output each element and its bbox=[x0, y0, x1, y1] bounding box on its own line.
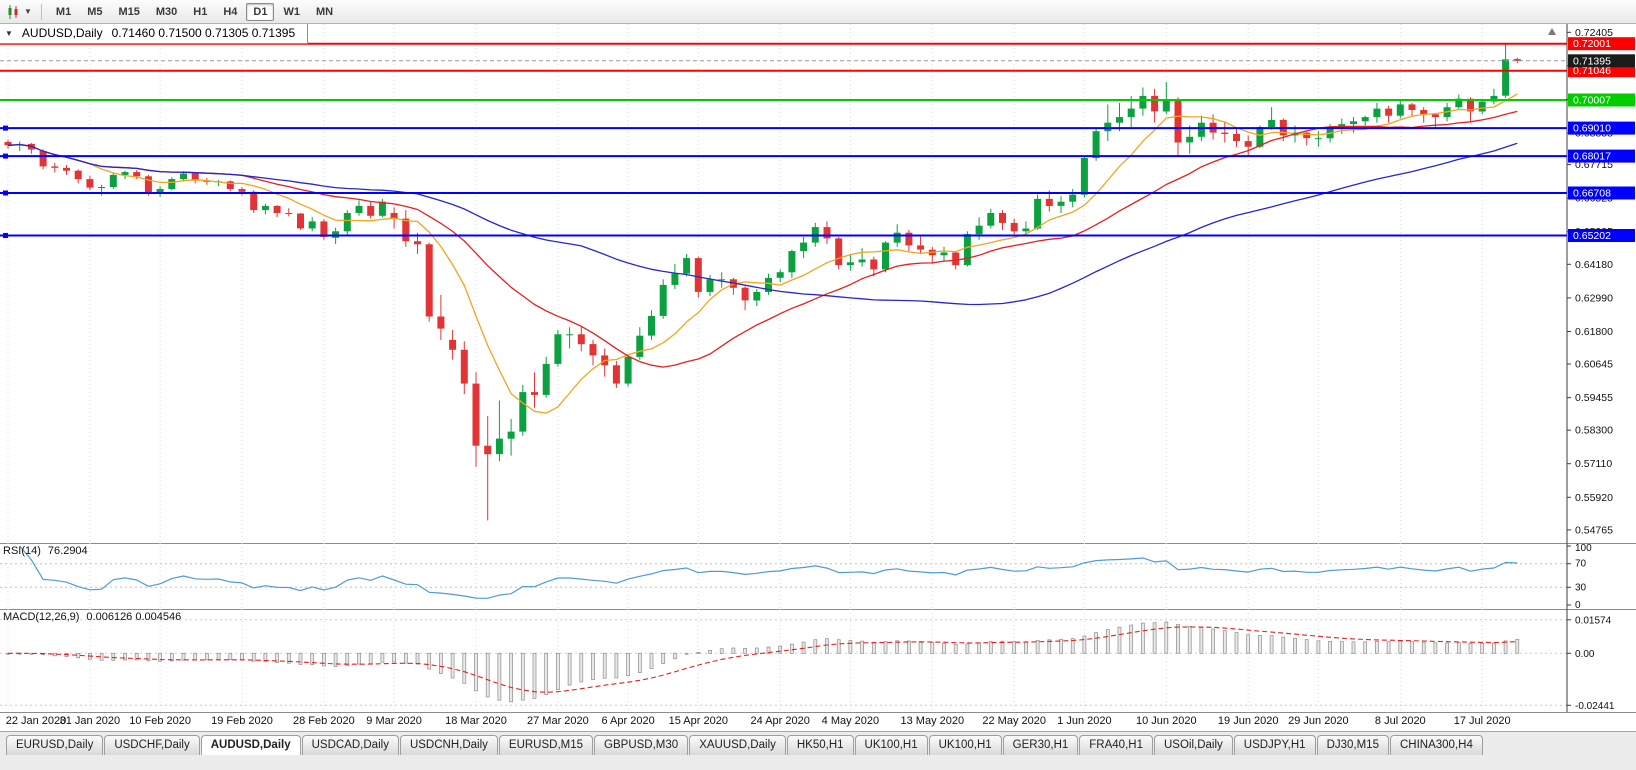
svg-text:70: 70 bbox=[1575, 559, 1587, 570]
svg-text:0.70007: 0.70007 bbox=[1573, 95, 1611, 107]
time-axis-label: 17 Jul 2020 bbox=[1453, 715, 1511, 727]
svg-text:0.00: 0.00 bbox=[1575, 649, 1595, 660]
svg-text:0.55920: 0.55920 bbox=[1575, 492, 1613, 504]
rsi-value: 76.2904 bbox=[47, 545, 88, 557]
chart-tab-eurusd-m15[interactable]: EURUSD,M15 bbox=[498, 735, 594, 755]
rsi-indicator-pane[interactable]: 100 70 30 0 RSI(14) 76.2904 bbox=[0, 543, 1636, 609]
chart-title-box: ▼ AUDUSD,Daily 0.71460 0.71500 0.71305 0… bbox=[0, 24, 309, 44]
svg-text:0: 0 bbox=[1575, 600, 1581, 609]
timeframe-buttons: M1 M5 M15 M30 H1 H4 D1 W1 MN bbox=[49, 2, 340, 21]
macd-indicator-pane[interactable]: 0.01574 0.00 -0.02441 MACD(12,26,9) 0.0061… bbox=[0, 609, 1636, 712]
svg-text:100: 100 bbox=[1575, 543, 1592, 554]
svg-text:0.57110: 0.57110 bbox=[1575, 458, 1612, 470]
svg-text:0.66708: 0.66708 bbox=[1573, 188, 1611, 200]
timeframe-button-h1[interactable]: H1 bbox=[193, 5, 208, 18]
timeframe-button-d1[interactable]: D1 bbox=[246, 2, 275, 21]
chart-tab-audusd-daily[interactable]: AUDUSD,Daily bbox=[200, 735, 301, 755]
timeframe-button-m15[interactable]: M15 bbox=[118, 5, 140, 18]
svg-text:0.69010: 0.69010 bbox=[1573, 123, 1611, 135]
timeframe-button-h4[interactable]: H4 bbox=[223, 5, 238, 18]
time-axis-label: 9 Mar 2020 bbox=[366, 715, 422, 727]
time-axis-label: 27 Mar 2020 bbox=[527, 715, 589, 727]
time-axis-label: 10 Feb 2020 bbox=[129, 715, 191, 727]
time-axis-label: 28 Feb 2020 bbox=[293, 715, 355, 727]
svg-text:30: 30 bbox=[1575, 582, 1587, 593]
chart-symbol-period: AUDUSD,Daily bbox=[21, 26, 103, 40]
time-axis-label: 10 Jun 2020 bbox=[1136, 715, 1197, 727]
macd-name: MACD(12,26,9) bbox=[3, 611, 80, 623]
main-chart-pane[interactable]: 0.724050.712150.700250.688350.677150.665… bbox=[0, 24, 1636, 543]
chart-tab-hk50-h1[interactable]: HK50,H1 bbox=[786, 735, 854, 755]
chart-tab-dj30-m15[interactable]: DJ30,M15 bbox=[1316, 735, 1389, 755]
svg-text:0.64180: 0.64180 bbox=[1575, 259, 1613, 271]
svg-text:0.60645: 0.60645 bbox=[1575, 359, 1613, 371]
time-axis-label: 22 Jan 2020 bbox=[5, 715, 67, 727]
svg-text:0.72001: 0.72001 bbox=[1573, 38, 1611, 50]
svg-text:0.54765: 0.54765 bbox=[1575, 524, 1613, 536]
chart-tab-usdchf-daily[interactable]: USDCHF,Daily bbox=[104, 735, 200, 755]
timeframe-button-mn[interactable]: MN bbox=[315, 5, 334, 18]
macd-values: 0.006126 0.004546 bbox=[86, 611, 182, 623]
window-menu-icon[interactable]: ▼ bbox=[5, 28, 13, 38]
timeframe-button-m30[interactable]: M30 bbox=[155, 5, 178, 18]
time-axis-label: 15 Apr 2020 bbox=[668, 715, 728, 727]
chart-tab-usdcnh-daily[interactable]: USDCNH,Daily bbox=[399, 735, 498, 755]
time-axis-label: 19 Feb 2020 bbox=[211, 715, 273, 727]
time-axis-label: 13 May 2020 bbox=[900, 715, 965, 727]
chart-tab-fra40-h1[interactable]: FRA40,H1 bbox=[1079, 735, 1153, 755]
time-axis-label: 6 Apr 2020 bbox=[601, 715, 655, 727]
chart-tab-usoil-daily[interactable]: USOil,Daily bbox=[1153, 735, 1233, 755]
rsi-name: RSI(14) bbox=[3, 545, 41, 557]
chart-tab-uk100-h1[interactable]: UK100,H1 bbox=[928, 735, 1002, 755]
svg-text:-0.02441: -0.02441 bbox=[1575, 701, 1615, 712]
time-axis-label: 24 Apr 2020 bbox=[750, 715, 810, 727]
chart-tab-uk100-h1[interactable]: UK100,H1 bbox=[854, 735, 928, 755]
timeframe-button-m5[interactable]: M5 bbox=[87, 5, 103, 18]
chart-ohlc-values: 0.71460 0.71500 0.71305 0.71395 bbox=[111, 26, 296, 40]
time-axis-label: 8 Jul 2020 bbox=[1374, 715, 1426, 727]
time-axis-label: 22 May 2020 bbox=[982, 715, 1046, 727]
svg-text:0.62990: 0.62990 bbox=[1575, 292, 1613, 304]
svg-text:0.01574: 0.01574 bbox=[1575, 615, 1612, 626]
time-axis-label: 18 Mar 2020 bbox=[445, 715, 507, 727]
time-axis[interactable]: 22 Jan 2020 31 Jan 2020 10 Feb 2020 19 Feb … bbox=[0, 712, 1636, 731]
svg-text:0.59455: 0.59455 bbox=[1575, 392, 1613, 404]
rsi-label: RSI(14) 76.2904 bbox=[3, 545, 88, 557]
time-axis-label: 19 Jun 2020 bbox=[1217, 715, 1279, 727]
svg-text:0.71395: 0.71395 bbox=[1573, 55, 1611, 67]
time-axis-label: 29 Jun 2020 bbox=[1288, 715, 1349, 727]
timeframe-button-m1[interactable]: M1 bbox=[55, 5, 72, 18]
chart-tabs-bar: EURUSD,Daily USDCHF,Daily AUDUSD,Daily USDC… bbox=[0, 731, 1636, 770]
chevron-down-icon[interactable]: ▼ bbox=[24, 7, 32, 16]
svg-text:0.68017: 0.68017 bbox=[1573, 151, 1611, 163]
chart-tab-gbpusd-m30[interactable]: GBPUSD,M30 bbox=[594, 735, 689, 755]
timeframe-button-w1[interactable]: W1 bbox=[283, 5, 300, 18]
chart-tab-china300-h4[interactable]: CHINA300,H4 bbox=[1389, 735, 1483, 755]
time-axis-label: 1 Jun 2020 bbox=[1057, 715, 1112, 727]
svg-text:0.58300: 0.58300 bbox=[1575, 425, 1613, 437]
chart-tab-usdjpy-h1[interactable]: USDJPY,H1 bbox=[1233, 735, 1316, 755]
toolbar-separator bbox=[40, 3, 42, 20]
macd-label: MACD(12,26,9) 0.006126 0.004546 bbox=[3, 611, 181, 623]
time-axis-label: 31 Jan 2020 bbox=[59, 715, 121, 727]
time-axis-label: 4 May 2020 bbox=[821, 715, 880, 727]
svg-text:0.71046: 0.71046 bbox=[1573, 65, 1611, 77]
svg-text:0.65202: 0.65202 bbox=[1573, 230, 1611, 242]
chart-tab-usdcad-daily[interactable]: USDCAD,Daily bbox=[301, 735, 399, 755]
svg-text:0.61800: 0.61800 bbox=[1575, 326, 1613, 338]
chart-tab-ger30-h1[interactable]: GER30,H1 bbox=[1002, 735, 1079, 755]
top-toolbar: ▼ M1 M5 M15 M30 H1 H4 D1 W1 MN bbox=[0, 0, 1636, 24]
svg-text:0.72405: 0.72405 bbox=[1575, 27, 1613, 39]
chart-tab-eurusd-daily[interactable]: EURUSD,Daily bbox=[6, 735, 104, 755]
chart-tab-xauusd-daily[interactable]: XAUUSD,Daily bbox=[689, 735, 786, 755]
candlestick-chart-icon[interactable] bbox=[4, 3, 24, 21]
